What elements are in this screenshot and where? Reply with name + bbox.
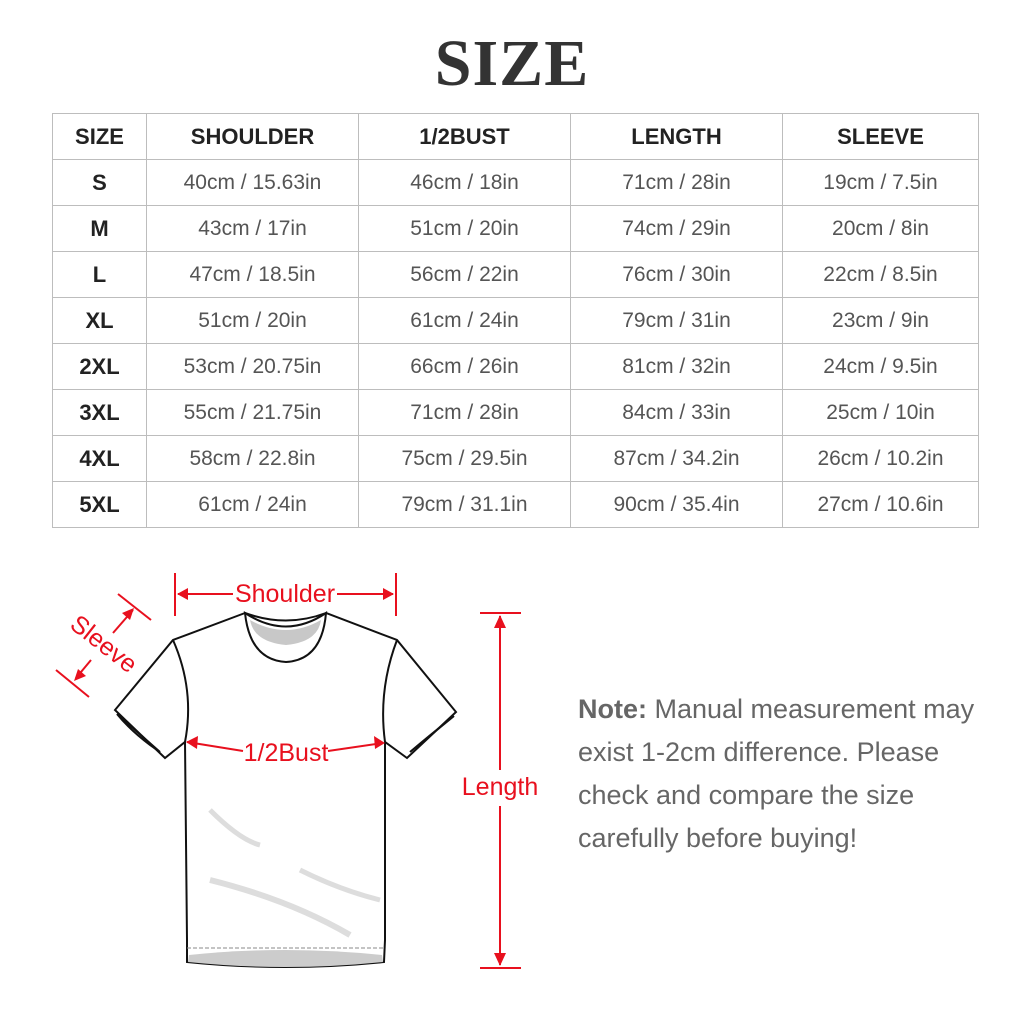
sleeve-label: Sleeve (65, 610, 142, 679)
bust-label: 1/2Bust (244, 739, 329, 767)
page-title: SIZE (434, 27, 590, 100)
measurement-cell: 61cm / 24in (146, 481, 359, 528)
measurement-cell: 25cm / 10in (782, 389, 979, 436)
measurement-cell: 46cm / 18in (358, 159, 571, 206)
measurement-cell: 43cm / 17in (146, 205, 359, 252)
table-row: S 40cm / 15.63in 46cm / 18in 71cm / 28in 19c… (52, 159, 979, 206)
table-row: 2XL 53cm / 20.75in 66cm / 26in 81cm / 32in 2… (52, 343, 979, 390)
measurement-cell: 27cm / 10.6in (782, 481, 979, 528)
measurement-cell: 71cm / 28in (570, 159, 783, 206)
measurement-cell: 19cm / 7.5in (782, 159, 979, 206)
size-table: SIZE SHOULDER 1/2BUST LENGTH SLEEVE S 40cm / … (52, 113, 979, 528)
measurement-cell: 74cm / 29in (570, 205, 783, 252)
table-row: 4XL 58cm / 22.8in 75cm / 29.5in 87cm / 34.2… (52, 435, 979, 482)
measurement-cell: 56cm / 22in (358, 251, 571, 298)
column-header-size: SIZE (52, 113, 147, 160)
length-label: Length (462, 773, 538, 801)
measurement-cell: 76cm / 30in (570, 251, 783, 298)
table-row: M 43cm / 17in 51cm / 20in 74cm / 29in 20cm /… (52, 205, 979, 252)
column-header-sleeve: SLEEVE (782, 113, 979, 160)
measurement-cell: 90cm / 35.4in (570, 481, 783, 528)
measurement-cell: 23cm / 9in (782, 297, 979, 344)
column-header-12bust: 1/2BUST (358, 113, 571, 160)
measurement-arrows (55, 573, 521, 969)
shoulder-label: Shoulder (235, 580, 335, 608)
measurement-cell: 51cm / 20in (358, 205, 571, 252)
table-header-row: SIZE SHOULDER 1/2BUST LENGTH SLEEVE (52, 113, 979, 160)
table-row: 5XL 61cm / 24in 79cm / 31.1in 90cm / 35.4in… (52, 481, 979, 528)
measurement-cell: 55cm / 21.75in (146, 389, 359, 436)
size-cell: XL (52, 297, 147, 344)
note-text: Note: Manual measurement may exist 1-2cm… (578, 688, 998, 860)
measurement-cell: 79cm / 31in (570, 297, 783, 344)
measurement-cell: 87cm / 34.2in (570, 435, 783, 482)
measurement-cell: 40cm / 15.63in (146, 159, 359, 206)
measurement-cell: 47cm / 18.5in (146, 251, 359, 298)
size-cell: S (52, 159, 147, 206)
size-cell: 5XL (52, 481, 147, 528)
measurement-cell: 24cm / 9.5in (782, 343, 979, 390)
measurement-cell: 58cm / 22.8in (146, 435, 359, 482)
column-header-length: LENGTH (570, 113, 783, 160)
measurement-cell: 22cm / 8.5in (782, 251, 979, 298)
size-cell: 3XL (52, 389, 147, 436)
measurement-cell: 79cm / 31.1in (358, 481, 571, 528)
measurement-cell: 84cm / 33in (570, 389, 783, 436)
note-body: Manual measurement may exist 1-2cm diffe… (578, 694, 975, 853)
measurement-cell: 81cm / 32in (570, 343, 783, 390)
measurement-cell: 71cm / 28in (358, 389, 571, 436)
table-row: L 47cm / 18.5in 56cm / 22in 76cm / 30in 22cm… (52, 251, 979, 298)
tshirt-illustration (113, 611, 458, 968)
note-label: Note: (578, 694, 647, 724)
measurement-cell: 20cm / 8in (782, 205, 979, 252)
measurement-cell: 75cm / 29.5in (358, 435, 571, 482)
measurement-cell: 66cm / 26in (358, 343, 571, 390)
table-row: 3XL 55cm / 21.75in 71cm / 28in 84cm / 33in 2… (52, 389, 979, 436)
